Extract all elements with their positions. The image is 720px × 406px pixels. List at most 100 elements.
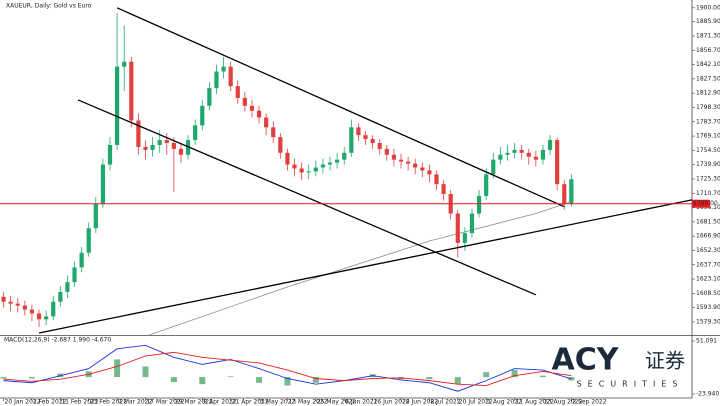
candle-body [22,305,27,310]
logo-subtitle: SECURITIES [577,380,684,389]
x-tick-label: 3 May 2022 [260,399,295,406]
macd-histogram-bar [170,377,177,383]
macd-histogram-bar [426,377,433,380]
candle-body [313,167,318,172]
candle-body [15,303,20,306]
x-tick-label: 6 Jun 2022 [345,399,377,406]
chart-title: XAUEUR, Daily: Gold vs Euro [6,3,92,10]
x-tick-label: 2 Sep 2022 [572,399,606,406]
candle-body [264,117,269,128]
candle-body [193,125,198,141]
moving-average [148,201,572,335]
macd-histogram-bar [284,377,291,386]
candle-body [200,105,205,126]
candle-body [420,167,425,171]
candle-body [292,164,297,169]
macd-histogram-bar [454,377,461,385]
candle-body [115,66,120,145]
trend-line [77,99,537,296]
candle-body [363,135,368,140]
candle-body [214,71,219,89]
candle-body [320,164,326,168]
candle-body [256,110,262,118]
y-tick-label: 1754.50 [696,147,720,154]
candle-body [285,152,290,165]
candle-body [86,228,91,253]
y-tick-label: 1900.00 [696,4,720,11]
candle-body [519,149,524,153]
candle-body [533,156,538,160]
candle-body [569,179,574,204]
macd-histogram-bar [511,370,518,378]
candle-body [157,140,162,145]
x-tick-label: 8 Apr 2022 [203,399,236,406]
y-tick-label: 1827.50 [696,75,720,82]
x-tick-label: 29 Mar 2022 [175,399,213,406]
candle-body [44,316,49,320]
x-tick-label: 20 Jan 2022 [5,399,41,406]
x-tick-label: 11 Feb 2022 [61,399,99,406]
candle-body [58,291,63,302]
candle-body [36,313,42,320]
price-plot [1,7,692,335]
y-tick-label: 1579.30 [696,318,720,325]
x-tick-label: 17 Mar 2022 [146,399,184,406]
macd-label: MACD(12,26,9) -2.687 1.990 -4.670 [4,337,111,344]
y-tick-label: 1871.30 [696,32,720,39]
x-tick-label: 7 Mar 2022 [118,399,152,406]
y-tick-label: 1739.90 [696,161,720,168]
candle-body [398,159,404,162]
candle-body [526,152,531,157]
macd-histogram-bar [256,377,263,383]
trend-line [116,7,565,208]
y-tick-label: 1637.70 [696,261,720,268]
y-tick-label: 1812.90 [696,90,720,97]
candle-body [484,174,489,196]
candle-body [476,195,482,214]
candle-body [455,213,460,243]
candle-body [505,152,510,155]
candle-body [335,159,340,163]
y-tick-label: 1652.30 [696,247,720,254]
x-tick-label: 23 Feb 2022 [90,399,128,406]
macd-histogram-bar [28,377,35,379]
y2-tick-label: -23.940 [696,391,719,398]
candle-body [413,163,418,168]
x-tick-label: 1 Feb 2022 [33,399,67,406]
x-tick-label: 23 Aug 2022 [544,399,583,406]
horizontal-line-label: 1700.00 [693,200,718,207]
candle-body [278,137,283,153]
x-tick-label: 11 Aug 2022 [516,399,555,406]
macd-histogram-bar [483,372,490,378]
candle-body [235,86,240,98]
candle-body [79,252,84,268]
macd-histogram-bar [114,359,121,378]
x-tick-label: 8 Jul 2022 [430,399,460,406]
candle-body [391,154,397,160]
candle-body [129,61,134,121]
candle-body [384,148,389,155]
x-tick-label: 1 Aug 2022 [487,399,522,406]
y-tick-label: 1856.70 [696,47,720,54]
candle-body [143,146,148,150]
candle-body [547,140,553,150]
macd-line [3,344,572,392]
candle-body [65,282,70,292]
x-tick-label: 16 Jun 2022 [374,399,410,406]
candle-body [512,149,517,153]
y-tick-label: 1798.30 [696,104,720,111]
y-tick-label: 1725.30 [696,175,720,182]
y-tick-label: 1710.70 [696,190,720,197]
candle-body [349,127,354,153]
candle-body [249,105,255,111]
macd-histogram-bar [199,377,206,385]
x-tick-label: 13 May 2022 [288,399,327,406]
candle-body [434,174,439,185]
candle-body [207,88,212,106]
candle-body [221,66,226,72]
candle-body [136,120,141,147]
candle-body [93,203,98,229]
x-tick-label: 21 Apr 2022 [232,399,269,406]
